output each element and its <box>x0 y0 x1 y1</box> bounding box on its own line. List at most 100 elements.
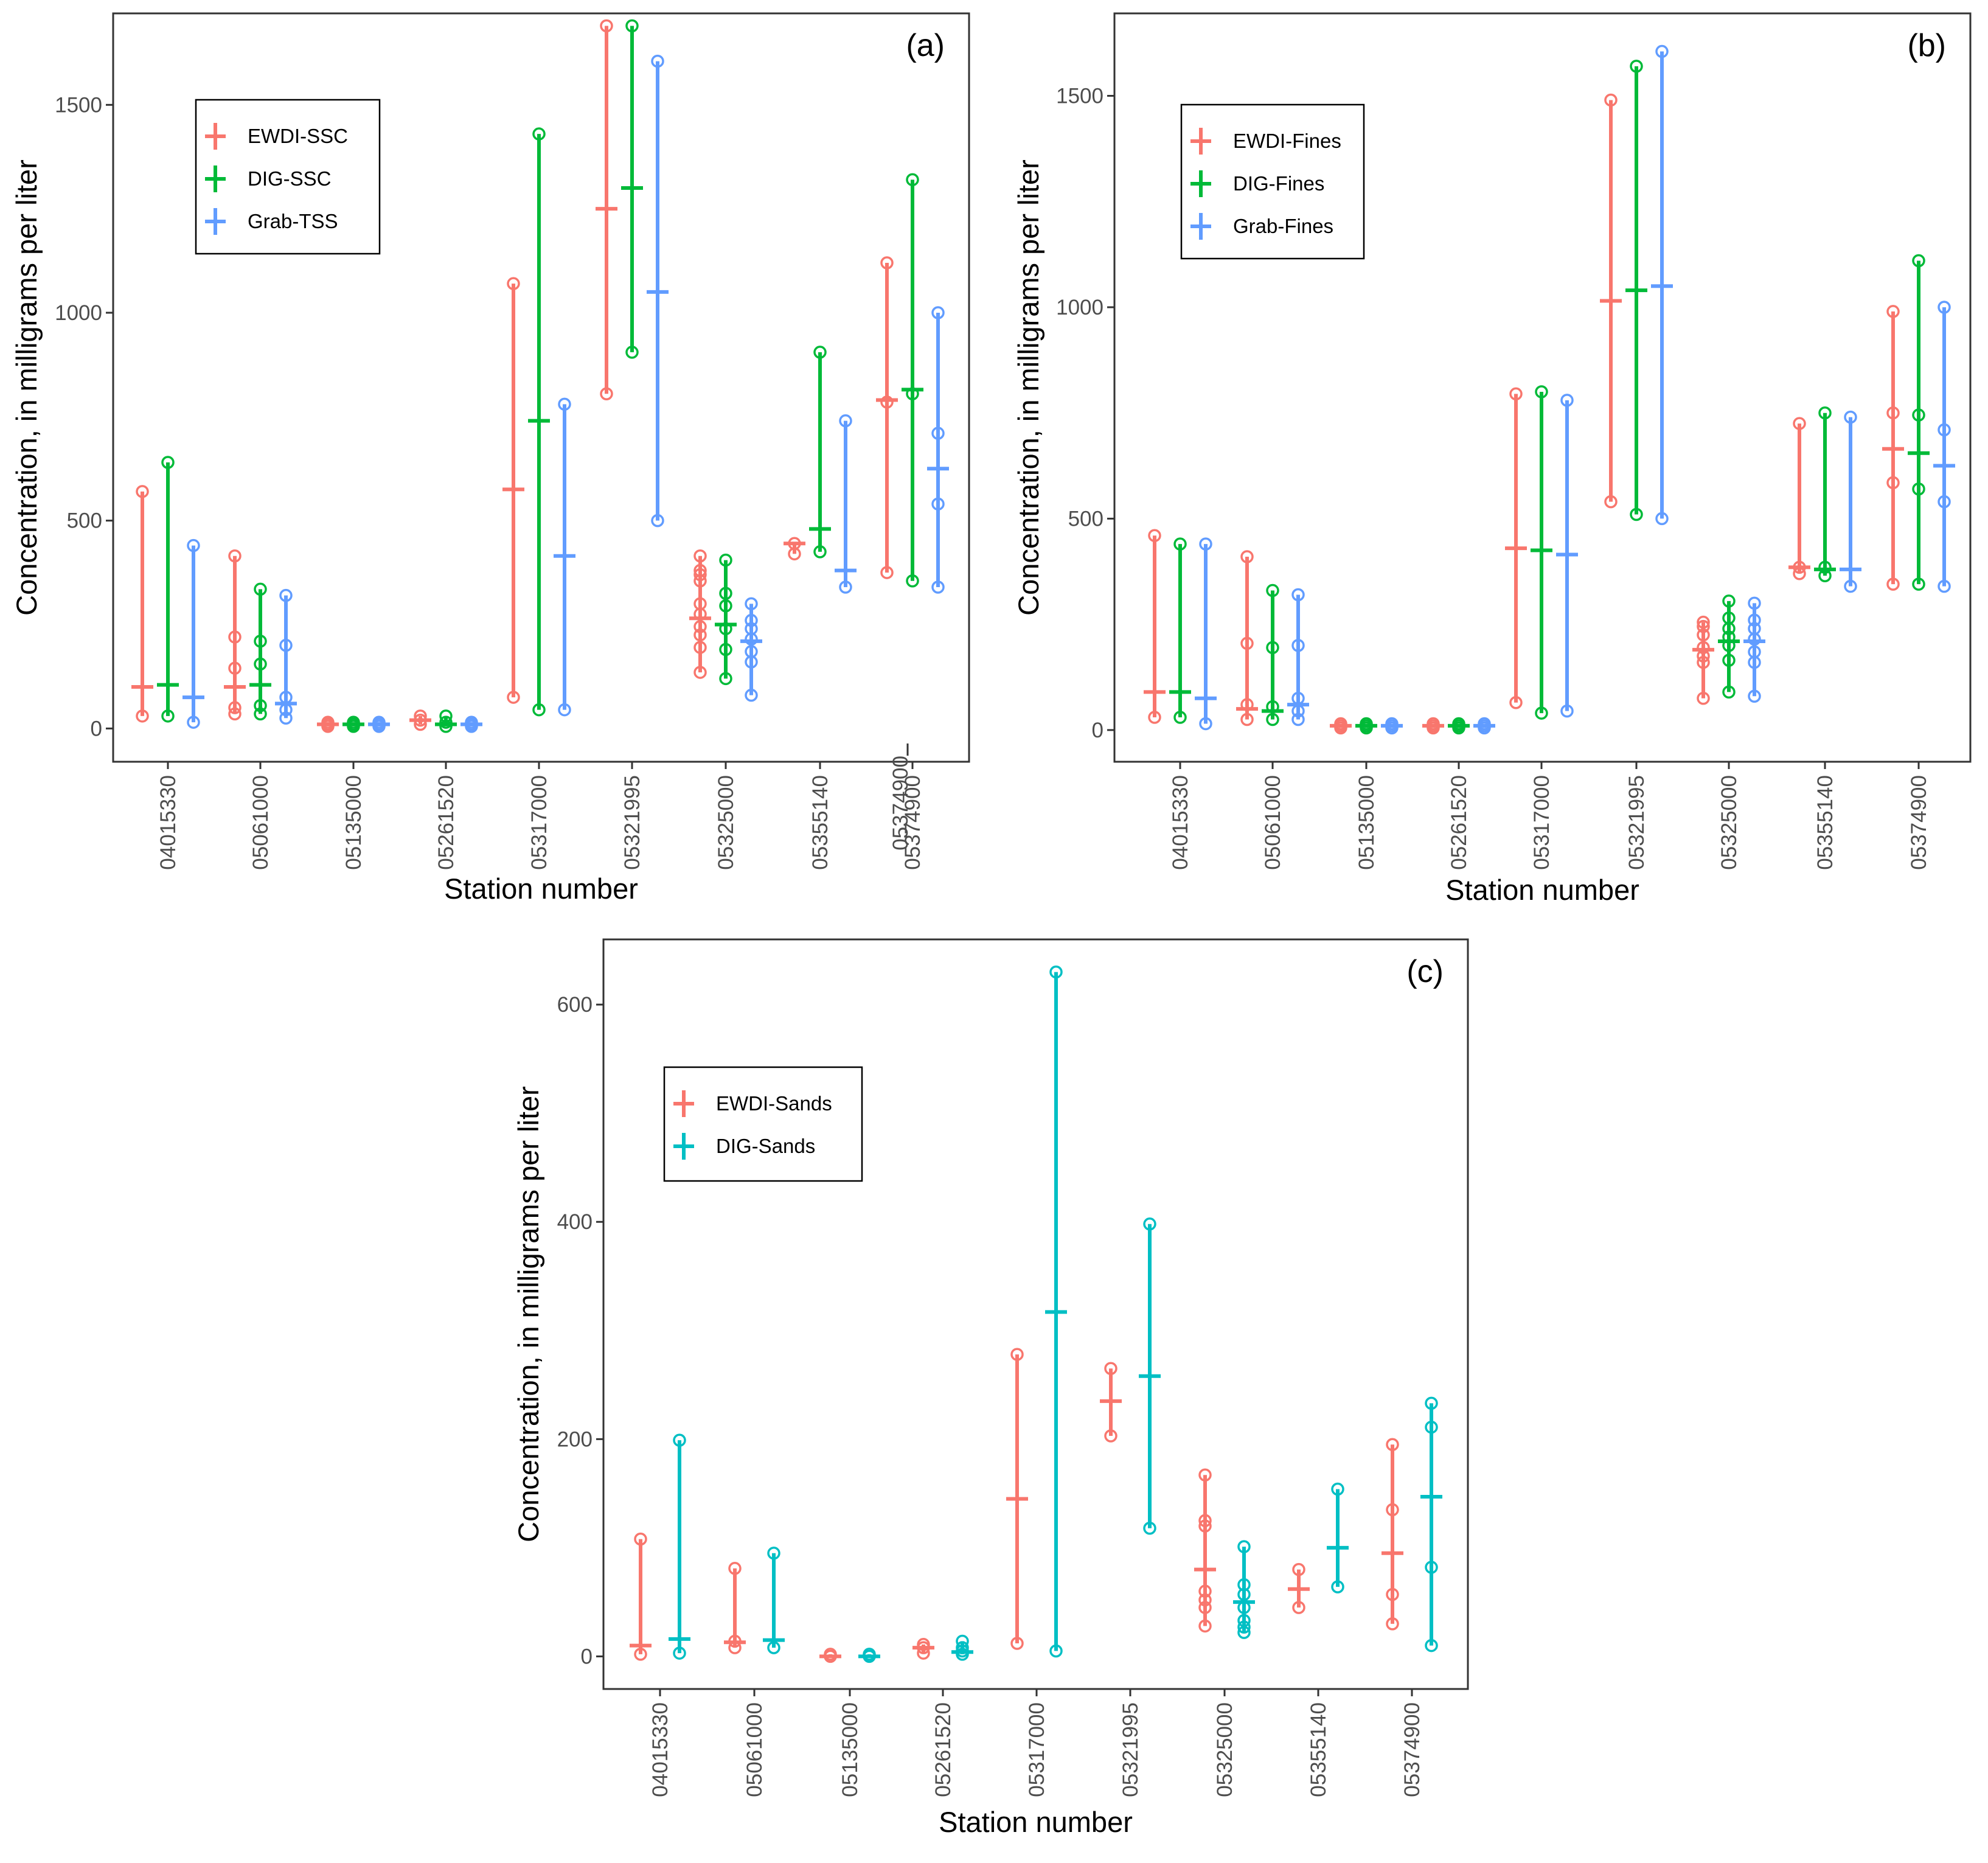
sample-point <box>228 630 242 644</box>
legend-box <box>1180 103 1365 260</box>
sample-point <box>693 568 707 582</box>
sample-point <box>1748 689 1761 703</box>
sample-point <box>1148 529 1161 542</box>
plot-frame <box>602 938 1469 1690</box>
sample-point <box>767 1547 780 1560</box>
sample-point <box>1237 1578 1251 1592</box>
y-tick-label: 500 <box>1068 507 1103 531</box>
sample-point <box>719 672 732 686</box>
legend-label: DIG-Fines <box>1233 172 1324 195</box>
sample-point <box>1331 1580 1344 1593</box>
sample-point <box>1938 579 1951 593</box>
x-tick-label: 05135000 <box>342 775 366 870</box>
sample-point <box>558 703 571 717</box>
x-tick-label: 05061000 <box>249 775 273 870</box>
x-tick-label: 05355140 <box>1813 775 1837 870</box>
legend-label: EWDI-Fines <box>1233 130 1341 152</box>
sample-point <box>1425 1561 1438 1574</box>
sample-point <box>693 549 707 563</box>
sample-point <box>136 709 149 723</box>
panel-label: (b) <box>1907 28 1946 63</box>
x-tick-label: 05355140 <box>1307 1702 1330 1797</box>
x-tick-label: 05374900 <box>889 756 912 851</box>
sample-point <box>1143 1217 1156 1231</box>
legend-label: EWDI-Sands <box>716 1092 832 1115</box>
sample-point <box>634 1532 647 1546</box>
sample-point <box>1630 60 1643 73</box>
x-tick-label: 05061000 <box>1261 775 1285 870</box>
sample-point <box>228 549 242 563</box>
sample-point <box>1604 495 1618 509</box>
sample-point <box>1240 712 1254 726</box>
sample-point <box>1198 1468 1212 1482</box>
sample-point <box>279 588 293 602</box>
sample-point <box>1334 717 1347 731</box>
sample-point <box>673 1646 686 1660</box>
panel-label: (c) <box>1406 954 1444 989</box>
sample-point <box>1697 619 1710 633</box>
sample-point <box>1143 1521 1156 1535</box>
sample-point <box>465 716 478 729</box>
sample-point <box>1478 717 1491 731</box>
sample-point <box>1266 712 1279 726</box>
sample-point <box>906 173 919 187</box>
sample-point <box>1722 594 1736 608</box>
sample-point <box>1360 717 1373 731</box>
sample-point <box>1010 1637 1024 1650</box>
sample-point <box>161 456 175 469</box>
sample-point <box>745 645 758 658</box>
sample-point <box>372 716 386 729</box>
sample-point <box>1886 476 1900 490</box>
sample-point <box>1886 406 1900 420</box>
sample-point <box>1697 628 1710 642</box>
sample-point <box>1199 537 1212 551</box>
sample-point <box>1199 717 1212 731</box>
sample-point <box>1240 636 1254 650</box>
x-tick-label: 05317000 <box>1025 1702 1049 1797</box>
sample-point <box>625 346 639 359</box>
sample-point <box>719 587 732 600</box>
sample-point <box>1655 44 1669 58</box>
y-tick-label: 400 <box>557 1210 593 1234</box>
x-tick-label: 05325000 <box>1213 1702 1237 1797</box>
sample-point <box>1291 712 1305 726</box>
sample-point <box>1198 1619 1212 1633</box>
sample-point <box>1452 717 1465 731</box>
y-tick-label: 1000 <box>1056 296 1103 319</box>
sample-point <box>651 54 664 68</box>
y-axis-title: Concentration, in milligrams per liter <box>512 1086 544 1542</box>
sample-point <box>1266 641 1279 655</box>
sample-point <box>1266 583 1279 597</box>
legend-box <box>195 99 381 255</box>
sample-point <box>693 563 707 577</box>
sample-point <box>1535 385 1548 399</box>
sample-point <box>1912 408 1925 422</box>
sample-point <box>917 1638 930 1651</box>
sample-point <box>673 1433 686 1447</box>
sample-point <box>651 514 664 528</box>
sample-point <box>1912 254 1925 268</box>
sample-point <box>1912 577 1925 591</box>
sample-point <box>161 709 175 723</box>
sample-point <box>1697 615 1710 629</box>
y-axis-title: Concentration, in milligrams per liter <box>10 159 43 616</box>
sample-point <box>745 688 758 702</box>
sample-point <box>347 716 360 729</box>
sample-point <box>1844 579 1857 593</box>
sample-point <box>1535 706 1548 720</box>
y-tick-label: 0 <box>581 1645 593 1668</box>
sample-point <box>719 553 732 567</box>
sample-point <box>1722 685 1736 699</box>
sample-point <box>1697 641 1710 655</box>
sample-point <box>880 256 894 270</box>
sample-point <box>1173 537 1187 551</box>
x-tick-label: 05135000 <box>1355 775 1378 870</box>
x-tick-label: 05317000 <box>1530 775 1554 870</box>
sample-point <box>693 620 707 633</box>
sample-point <box>1697 655 1710 669</box>
sample-point <box>254 657 267 671</box>
x-tick-label: 05374900 <box>1400 1702 1424 1797</box>
sample-point <box>439 716 453 729</box>
x-axis-title: Station number <box>1445 874 1639 906</box>
sample-point <box>1560 394 1574 407</box>
